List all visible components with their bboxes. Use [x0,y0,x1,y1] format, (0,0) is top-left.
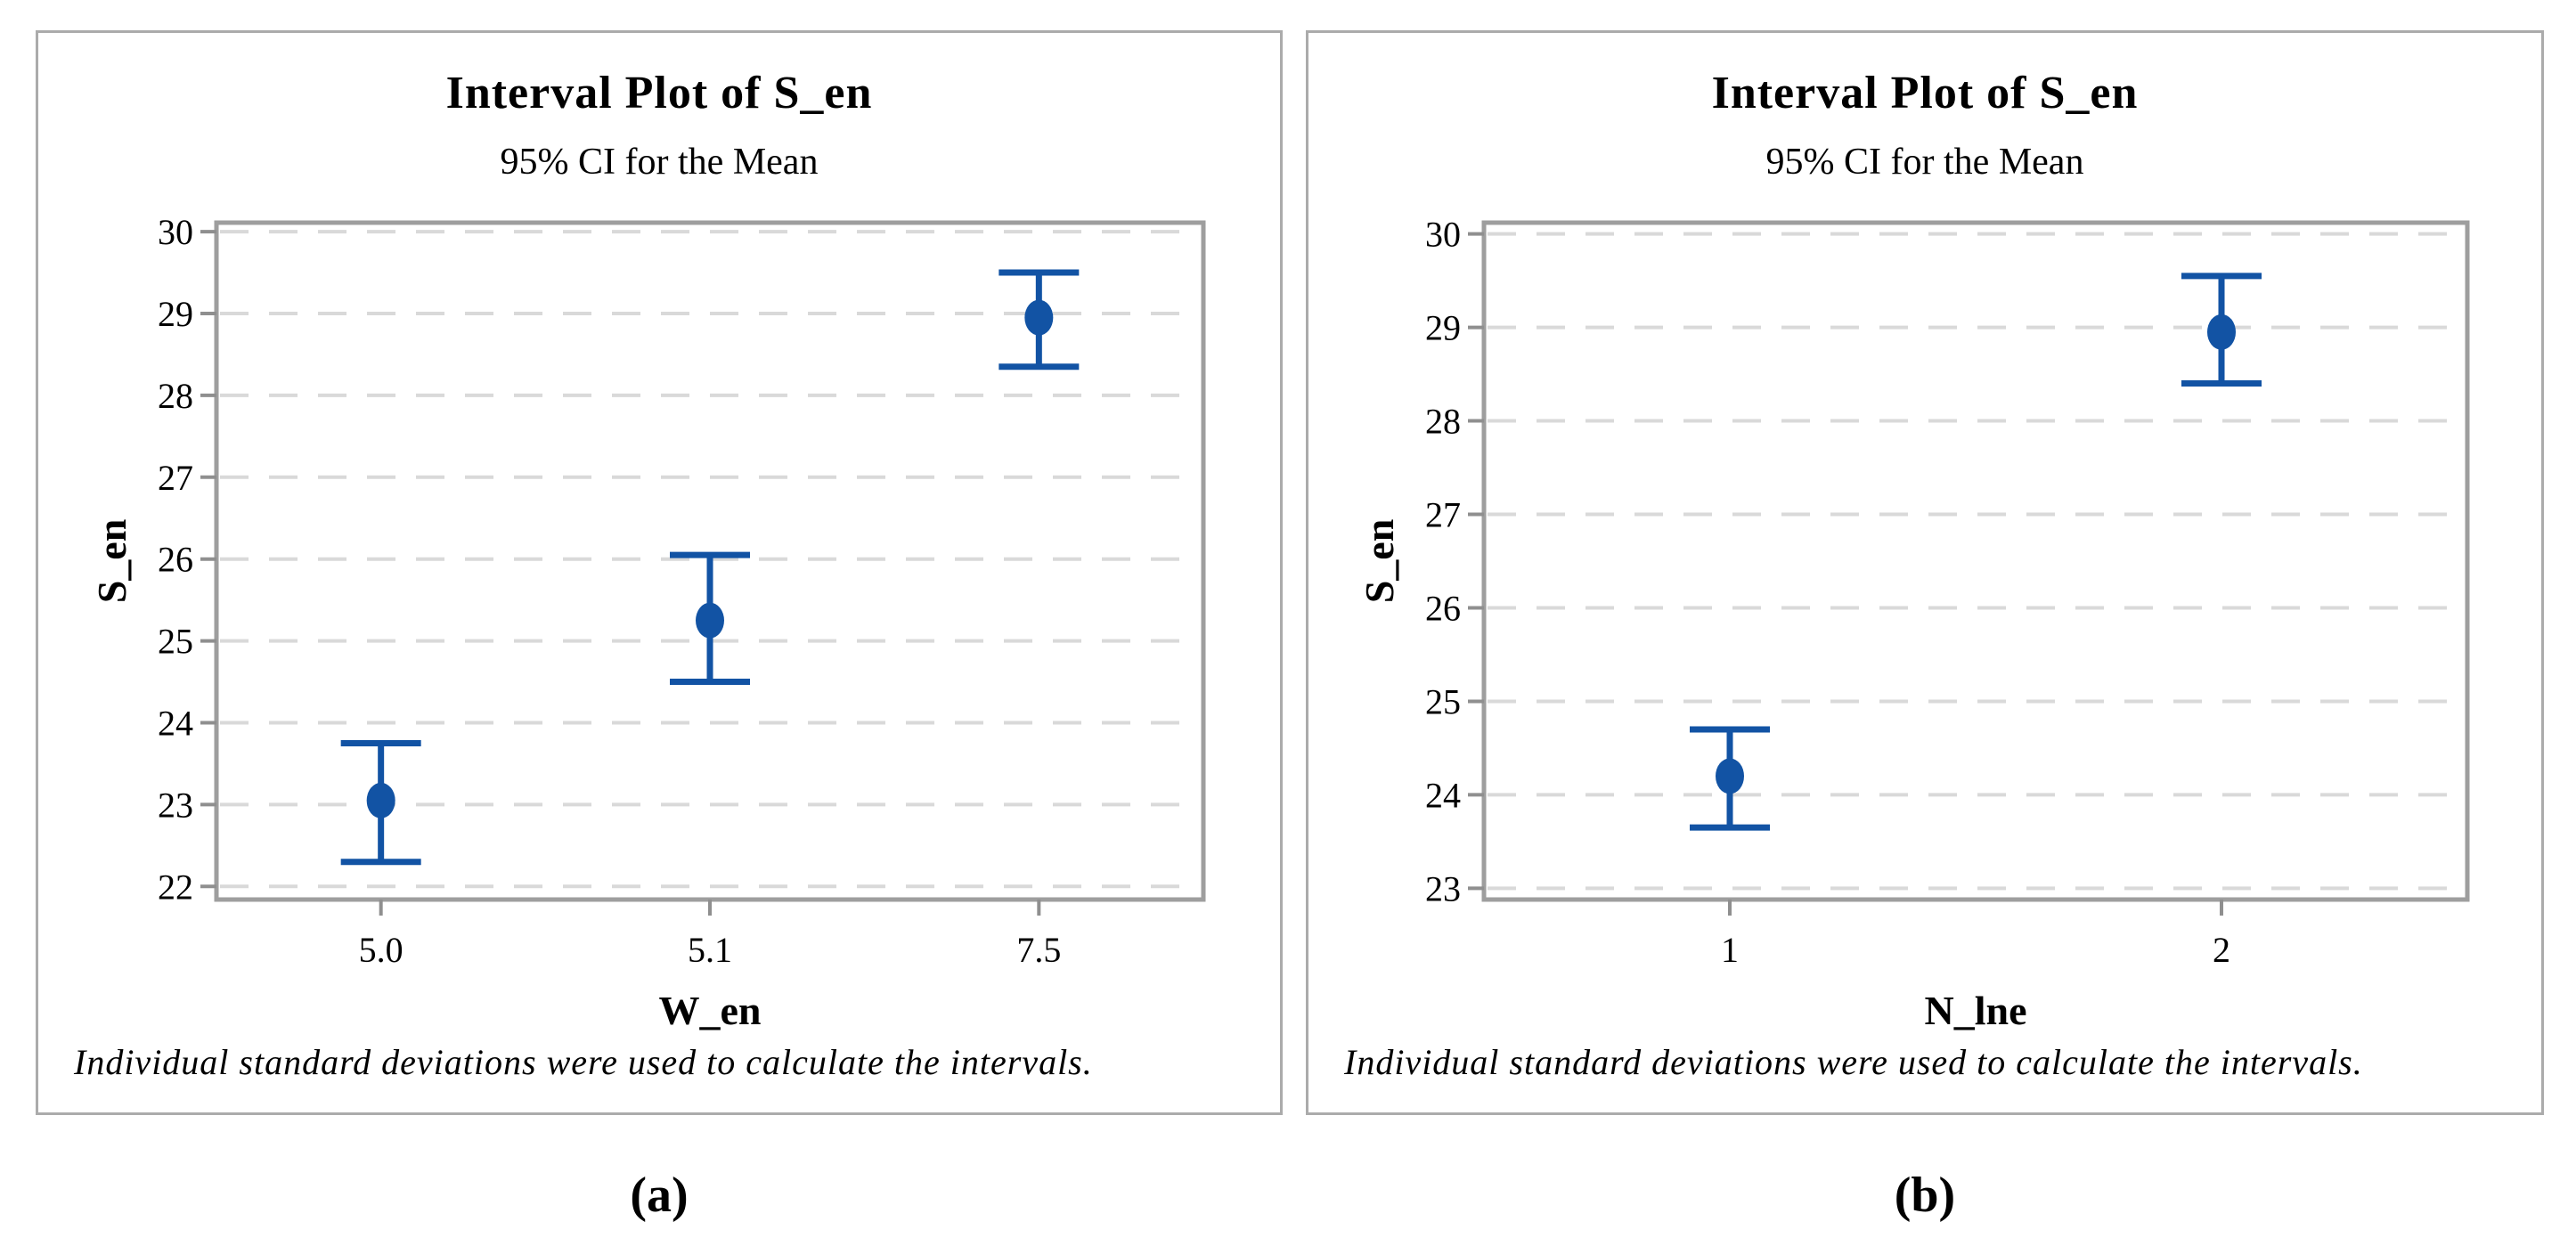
x-tick-label: 1 [1721,930,1739,970]
y-tick-label: 26 [1425,588,1461,628]
y-tick-label: 24 [158,703,193,743]
chart-title: Interval Plot of S_en [445,68,873,118]
y-tick-label: 29 [158,294,193,334]
y-tick-label: 30 [1425,215,1461,255]
mean-marker [1024,299,1054,336]
y-tick-label: 27 [1425,495,1461,535]
interval-plot-b: 23 24 25 26 27 28 29 30 1 2 N_lne S_en [1357,215,2470,1033]
subfigure-caption-a: (a) [630,1168,689,1223]
mean-marker [2207,314,2236,350]
y-tick-label: 28 [158,376,193,416]
chart-title: Interval Plot of S_en [1711,68,2139,118]
chart-subtitle: 95% CI for the Mean [1765,142,2084,183]
subfigure-caption-b: (b) [1894,1168,1956,1223]
interval-plot-a: 22 23 24 25 26 27 28 29 30 5.0 5.1 7.5 W_en S_en [89,212,1206,1033]
chart-footnote: Individual standard deviations were used… [74,1042,1093,1082]
mean-marker [696,602,724,639]
chart-subtitle: 95% CI for the Mean [500,142,819,183]
y-tick-label: 25 [1425,681,1461,721]
y-tick-label: 24 [1425,775,1461,815]
y-tick-label: 26 [158,540,193,580]
chart-footnote: Individual standard deviations were used… [1344,1042,2363,1082]
x-axis-label: W_en [659,988,762,1033]
x-tick-label: 2 [2213,930,2230,970]
interval-plot-panel-b: Interval Plot of S_en 95% CI for the Mea… [1306,30,2544,1115]
x-tick-label: 7.5 [1016,930,1061,970]
y-tick-label: 29 [1425,308,1461,348]
x-tick-label: 5.1 [688,930,732,970]
x-axis-label: N_lne [1925,988,2027,1033]
y-tick-label: 25 [158,622,193,662]
y-axis-label: S_en [1357,519,1402,604]
y-tick-label: 28 [1425,402,1461,442]
y-tick-label: 22 [158,867,193,907]
mean-marker [1716,758,1744,794]
x-tick-label: 5.0 [359,930,404,970]
y-axis-label: S_en [89,519,135,604]
plot-frame [1481,220,2470,902]
y-tick-label: 23 [1425,868,1461,908]
y-tick-label: 23 [158,785,193,825]
interval-plot-panel-a: Interval Plot of S_en 95% CI for the Mea… [36,30,1283,1115]
y-tick-label: 27 [158,458,193,498]
y-tick-label: 30 [158,212,193,252]
mean-marker [366,782,395,818]
